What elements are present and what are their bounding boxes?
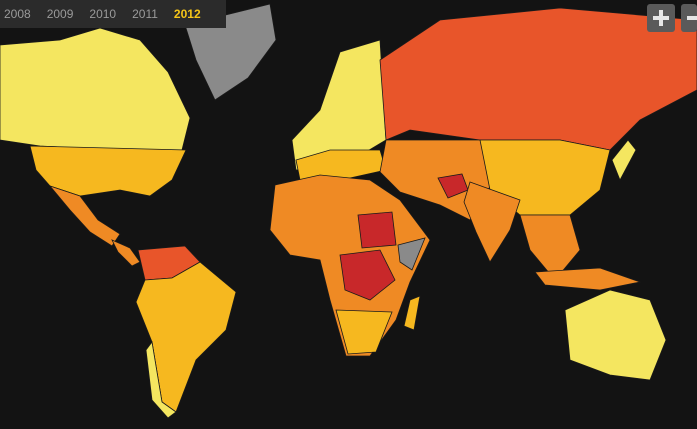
southeast-asia <box>519 214 581 281</box>
india <box>463 181 521 263</box>
japan <box>611 139 637 181</box>
central-africa <box>339 249 396 301</box>
australia <box>564 289 667 381</box>
chile <box>145 341 177 419</box>
year-tab[interactable]: 2008 <box>4 7 31 21</box>
zoom-out[interactable] <box>681 4 697 32</box>
south-america <box>135 261 237 413</box>
indonesia <box>534 267 642 291</box>
year-tab[interactable]: 2011 <box>132 7 158 21</box>
canada <box>0 27 191 151</box>
central-america <box>111 239 141 267</box>
sudan <box>357 211 397 249</box>
madagascar <box>403 295 421 331</box>
zoom-in[interactable] <box>647 4 675 32</box>
year-tab[interactable]: 2009 <box>46 7 74 21</box>
year-tab[interactable]: 2010 <box>89 7 117 21</box>
year-tab[interactable]: 2012 <box>173 7 201 21</box>
russia <box>379 7 697 151</box>
mexico <box>48 185 121 247</box>
southern-africa <box>335 309 393 355</box>
usa <box>29 145 187 197</box>
greenland <box>184 3 277 101</box>
year-tabs: 2008 2009 2010 2011 2012 <box>0 0 226 28</box>
somalia <box>397 237 426 271</box>
